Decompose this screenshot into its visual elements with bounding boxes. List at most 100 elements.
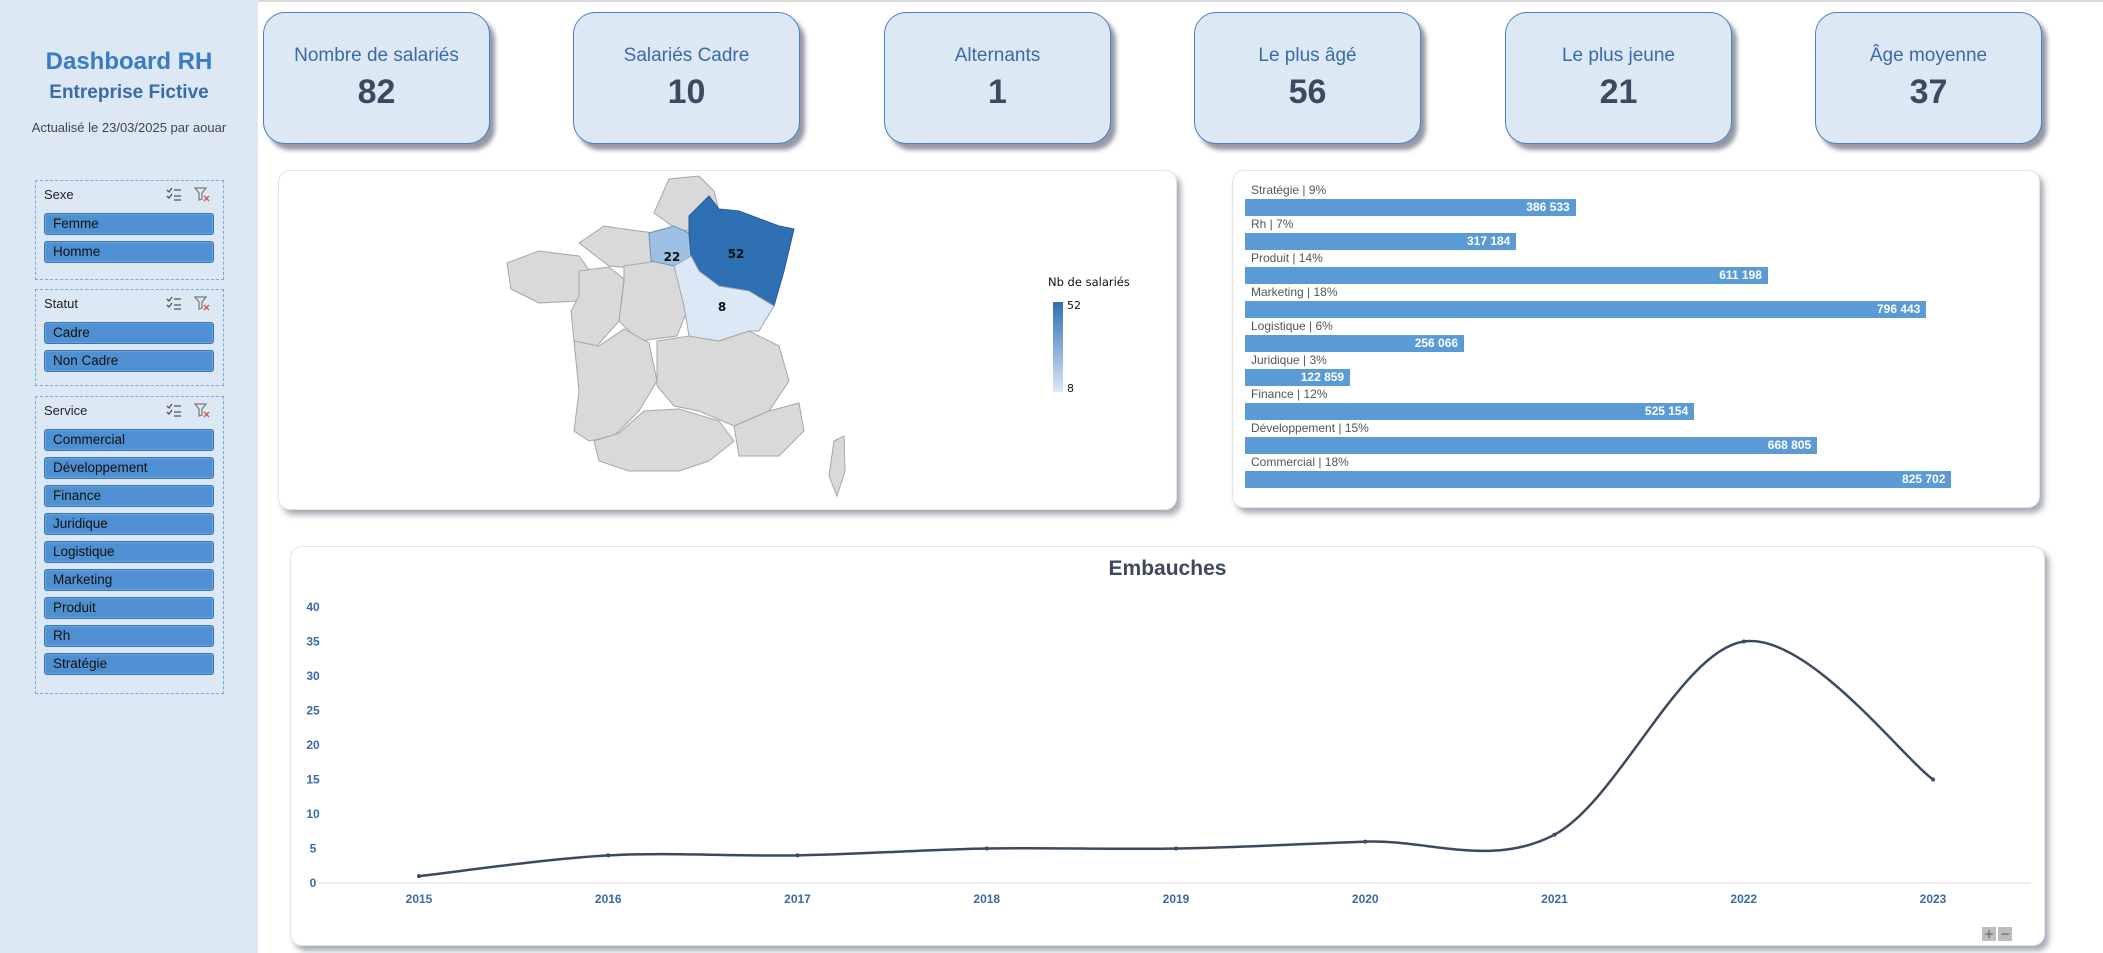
y-tick-label: 20	[306, 738, 320, 752]
data-point[interactable]	[1931, 777, 1935, 782]
dashboard-title: Dashboard RH	[45, 48, 213, 75]
bar[interactable]: 525 154	[1245, 403, 1695, 420]
slicer-service: Service Commercial Développement Finance…	[35, 396, 224, 694]
data-point[interactable]	[1363, 839, 1368, 844]
slicer-title: Sexe	[44, 187, 74, 202]
slicer-item-rh[interactable]: Rh	[44, 625, 214, 647]
kpi-label: Le plus jeune	[1561, 45, 1676, 66]
kpi-label: Alternants	[954, 45, 1041, 66]
bar[interactable]: 122 859	[1245, 369, 1351, 386]
y-tick-label: 40	[306, 600, 320, 614]
x-tick-label: 2019	[1163, 892, 1190, 906]
multi-select-icon[interactable]	[166, 402, 182, 418]
data-point[interactable]	[1552, 832, 1557, 837]
bar[interactable]: 317 184	[1245, 233, 1517, 250]
kpi-age-moyenne: Âge moyenne 37	[1815, 12, 2042, 144]
slicer-item-femme[interactable]: Femme	[44, 213, 214, 235]
y-tick-label: 30	[306, 669, 320, 683]
france-map[interactable]: 22 52 8 Nb de salariés 52 8	[279, 171, 1176, 509]
y-tick-label: 15	[306, 773, 320, 787]
slicer-item-marketing[interactable]: Marketing	[44, 569, 214, 591]
embauches-series-line[interactable]	[418, 639, 1934, 878]
slicer-item-produit[interactable]: Produit	[44, 597, 214, 619]
data-point[interactable]	[984, 846, 989, 851]
slicer-sexe: Sexe Femme Homme	[35, 180, 224, 280]
x-tick-label: 2018	[973, 892, 1000, 906]
sidebar: Dashboard RH Entreprise Fictive Actualis…	[0, 0, 258, 953]
bar[interactable]: 256 066	[1245, 335, 1465, 352]
region-label-bfc: 8	[718, 300, 726, 314]
kpi-value: 10	[667, 73, 706, 111]
kpi-value: 1	[988, 73, 1007, 111]
bar[interactable]: 825 702	[1245, 471, 1952, 488]
bar-value-label: 525 154	[1644, 404, 1689, 418]
kpi-plus-jeune: Le plus jeune 21	[1505, 12, 1732, 144]
map-legend-title: Nb de salariés	[1048, 275, 1130, 289]
bar-category-label: Marketing | 18%	[1251, 285, 1338, 299]
multi-select-icon[interactable]	[166, 295, 182, 311]
data-point[interactable]	[606, 853, 611, 858]
clear-filter-icon[interactable]	[194, 295, 210, 311]
region-label-grand-est: 52	[728, 247, 745, 261]
region-paca	[733, 402, 805, 457]
slicer-item-logistique[interactable]: Logistique	[44, 541, 214, 563]
kpi-value: 56	[1288, 73, 1327, 111]
embauches-panel: Embauches 0 5 10 15 20 25 30 35 40 2015 2016 2017 20…	[290, 546, 2045, 946]
bar[interactable]: 386 533	[1245, 199, 1576, 216]
bar-category-label: Juridique | 3%	[1251, 353, 1327, 367]
map-legend-min: 8	[1067, 382, 1074, 395]
bar-category-label: Rh | 7%	[1251, 217, 1294, 231]
x-tick-label: 2017	[784, 892, 811, 906]
slicer-item-commercial[interactable]: Commercial	[44, 429, 214, 451]
slicer-item-juridique[interactable]: Juridique	[44, 513, 214, 535]
service-cost-bar-chart: Stratégie | 9% 386 533 Rh | 7% 317 184 Produ…	[1232, 170, 2040, 508]
slicer-item-finance[interactable]: Finance	[44, 485, 214, 507]
slicer-item-developpement[interactable]: Développement	[44, 457, 214, 479]
kpi-label: Nombre de salariés	[294, 45, 459, 66]
multi-select-icon[interactable]	[166, 186, 182, 202]
kpi-value: 82	[357, 73, 396, 111]
region-nouvelle-aquitaine	[573, 328, 658, 442]
map-legend-max: 52	[1067, 299, 1081, 312]
bar[interactable]: 796 443	[1245, 301, 1927, 318]
data-point[interactable]	[795, 853, 800, 858]
zoom-in-button[interactable]: +	[1982, 927, 1996, 941]
region-occitanie	[593, 408, 735, 472]
slicer-title: Service	[44, 403, 88, 418]
bar[interactable]: 611 198	[1245, 267, 1768, 284]
x-tick-label: 2022	[1730, 892, 1757, 906]
bar[interactable]: 668 805	[1245, 437, 1818, 454]
slicer-item-homme[interactable]: Homme	[44, 241, 214, 263]
clear-filter-icon[interactable]	[194, 402, 210, 418]
kpi-label: Salariés Cadre	[623, 45, 750, 66]
top-border	[0, 0, 2103, 2]
kpi-salaries-cadre: Salariés Cadre 10	[573, 12, 800, 144]
kpi-label: Le plus âgé	[1258, 45, 1357, 66]
bar-category-label: Développement | 15%	[1251, 421, 1369, 435]
bar-value-label: 668 805	[1767, 438, 1812, 452]
bar-value-label: 796 443	[1877, 302, 1921, 316]
map-legend-scale	[1053, 302, 1063, 392]
zoom-out-button[interactable]: −	[1998, 927, 2012, 941]
x-tick-label: 2016	[595, 892, 622, 906]
data-point[interactable]	[417, 874, 421, 879]
bar-category-label: Finance | 12%	[1251, 387, 1328, 401]
x-tick-label: 2020	[1352, 892, 1379, 906]
x-tick-label: 2021	[1541, 892, 1568, 906]
y-tick-label: 10	[306, 807, 320, 821]
x-tick-label: 2015	[406, 892, 433, 906]
slicer-item-cadre[interactable]: Cadre	[44, 322, 214, 344]
region-corse	[828, 435, 846, 498]
kpi-value: 21	[1599, 73, 1638, 111]
slicer-title: Statut	[44, 296, 78, 311]
chart-title: Embauches	[1108, 557, 1227, 580]
slicer-item-strategie[interactable]: Stratégie	[44, 653, 214, 675]
data-point[interactable]	[1174, 846, 1178, 851]
data-point[interactable]	[1741, 639, 1746, 644]
bar-value-label: 386 533	[1526, 200, 1570, 214]
y-tick-label: 25	[306, 704, 320, 718]
slicer-item-non-cadre[interactable]: Non Cadre	[44, 350, 214, 372]
clear-filter-icon[interactable]	[194, 186, 210, 202]
embauches-line-chart: 0 5 10 15 20 25 30 35 40 2015 2016 2017 2018 2019 2020…	[306, 600, 2031, 906]
kpi-plus-age: Le plus âgé 56	[1194, 12, 1421, 144]
